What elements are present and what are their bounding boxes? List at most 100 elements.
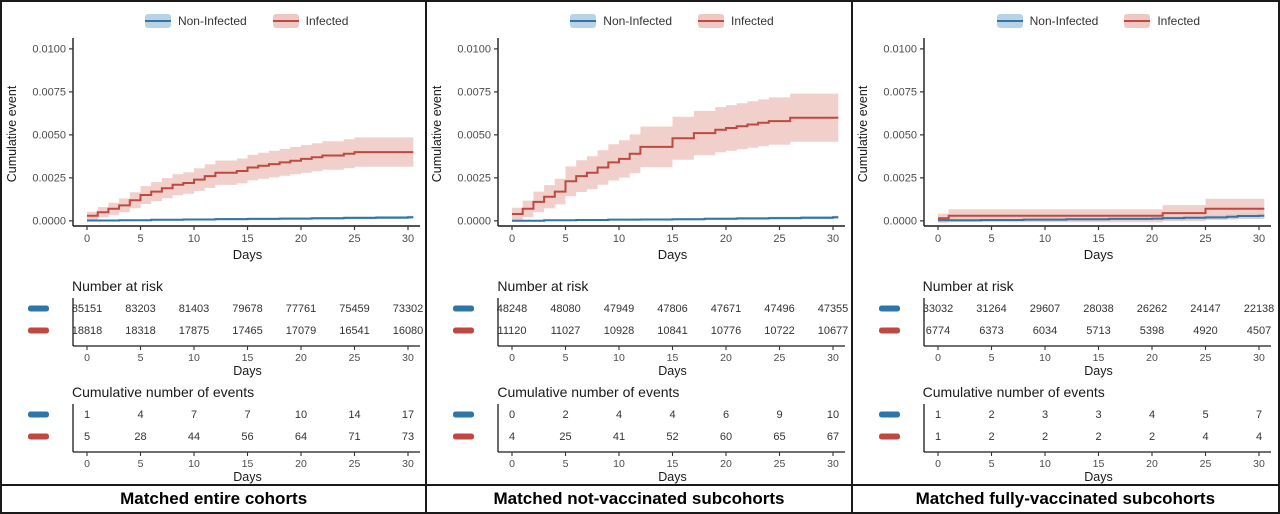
y-tick-label: 0.0100 bbox=[458, 43, 492, 55]
events-value: 0 bbox=[509, 409, 515, 421]
km-plot: 0.0000 0.0025 0.0050 0.0075 0.0100 0 5 10 15 20 25… bbox=[5, 38, 420, 262]
events-value: 17 bbox=[402, 409, 414, 421]
risk-value: 6373 bbox=[979, 325, 1003, 337]
y-axis-title: Cumulative event bbox=[430, 85, 444, 182]
y-tick-label: 0.0000 bbox=[32, 215, 66, 227]
table-x-tick-label: 30 bbox=[1253, 352, 1265, 364]
risk-table-header: Number at risk bbox=[497, 278, 589, 294]
risk-value: 6034 bbox=[1032, 325, 1056, 337]
events-value: 4 bbox=[137, 409, 143, 421]
events-value: 2 bbox=[1149, 431, 1155, 443]
events-value: 6 bbox=[723, 409, 729, 421]
table-x-axis-title: Days bbox=[1084, 364, 1112, 378]
table-x-tick-label: 20 bbox=[1146, 352, 1158, 364]
risk-value: 29607 bbox=[1029, 303, 1060, 315]
events-value: 7 bbox=[1256, 409, 1262, 421]
events-value: 41 bbox=[613, 431, 625, 443]
risk-value: 48248 bbox=[497, 303, 528, 315]
infected-row-swatch-icon bbox=[453, 433, 475, 440]
x-tick-label: 5 bbox=[563, 233, 569, 245]
panel-title: Matched fully-vaccinated subcohorts bbox=[852, 484, 1278, 512]
risk-value: 26262 bbox=[1136, 303, 1167, 315]
table-x-tick-label: 5 bbox=[988, 458, 994, 470]
y-axis-title: Cumulative event bbox=[856, 85, 870, 182]
events-value: 7 bbox=[244, 409, 250, 421]
infected-row-swatch-icon bbox=[878, 327, 900, 334]
non-infected-row-swatch-icon bbox=[453, 411, 475, 418]
x-tick-label: 0 bbox=[84, 233, 90, 245]
events-value: 67 bbox=[827, 431, 839, 443]
table-x-tick-label: 25 bbox=[1199, 352, 1211, 364]
x-tick-label: 20 bbox=[720, 233, 732, 245]
events-value: 25 bbox=[560, 431, 572, 443]
risk-table: 48248 48080 47949 47806 47671 47496 47355 11120… bbox=[453, 298, 849, 378]
non-infected-row-swatch-icon bbox=[28, 411, 49, 418]
non-infected-curve bbox=[512, 216, 839, 222]
legend-entry-infected: Infected bbox=[698, 14, 774, 28]
infected-curve bbox=[87, 151, 414, 217]
risk-value: 10677 bbox=[818, 325, 849, 337]
legend: Non-Infected Infected bbox=[427, 2, 850, 34]
y-tick-label: 0.0000 bbox=[883, 215, 917, 227]
events-value: 1 bbox=[935, 409, 941, 421]
table-x-tick-label: 0 bbox=[509, 458, 515, 470]
infected-curve bbox=[937, 207, 1264, 220]
x-tick-label: 10 bbox=[188, 233, 200, 245]
x-tick-label: 25 bbox=[348, 233, 360, 245]
risk-value: 6774 bbox=[925, 325, 949, 337]
table-x-tick-label: 25 bbox=[774, 458, 786, 470]
table-x-tick-label: 20 bbox=[295, 352, 307, 364]
non-infected-row-swatch-icon bbox=[453, 305, 475, 312]
events-value: 28 bbox=[134, 431, 146, 443]
table-x-tick-label: 0 bbox=[509, 352, 515, 364]
x-axis-title: Days bbox=[658, 247, 688, 262]
legend-entry-non-infected: Non-Infected bbox=[570, 14, 672, 28]
risk-value: 47496 bbox=[765, 303, 796, 315]
infected-legend-swatch-icon bbox=[1124, 14, 1151, 28]
risk-value: 79678 bbox=[232, 303, 263, 315]
risk-value: 48080 bbox=[551, 303, 582, 315]
risk-value: 10928 bbox=[604, 325, 635, 337]
table-x-axis-title: Days bbox=[659, 470, 687, 484]
y-tick-label: 0.0025 bbox=[883, 172, 917, 184]
risk-table: 33032 31264 29607 28038 26262 24147 22138 6774 6… bbox=[878, 298, 1274, 378]
table-x-tick-label: 5 bbox=[563, 458, 569, 470]
events-value: 4 bbox=[670, 409, 676, 421]
events-value: 7 bbox=[191, 409, 197, 421]
legend-label: Infected bbox=[305, 14, 349, 28]
table-x-tick-label: 25 bbox=[1199, 458, 1211, 470]
km-plot: 0.0000 0.0025 0.0050 0.0075 0.0100 0 5 10 15 20 25… bbox=[430, 38, 846, 262]
risk-value: 10776 bbox=[711, 325, 742, 337]
events-table: 1 2 3 3 4 5 7 1 2 2 2 2 4 4 0 5 10 15 20 25 30 Days bbox=[878, 404, 1271, 484]
x-tick-label: 15 bbox=[667, 233, 679, 245]
table-x-tick-label: 20 bbox=[720, 352, 732, 364]
events-value: 5 bbox=[84, 431, 90, 443]
risk-value: 47949 bbox=[604, 303, 635, 315]
risk-value: 11027 bbox=[551, 325, 581, 337]
panel-title: Matched not-vaccinated subcohorts bbox=[427, 484, 851, 512]
risk-value: 17079 bbox=[286, 325, 317, 337]
events-value: 4 bbox=[509, 431, 515, 443]
events-value: 4 bbox=[1202, 431, 1208, 443]
events-value: 3 bbox=[1095, 409, 1101, 421]
table-x-tick-label: 0 bbox=[84, 352, 90, 364]
y-tick-label: 0.0050 bbox=[458, 129, 492, 141]
risk-table: 85151 83203 81403 79678 77761 75459 73302 18818… bbox=[28, 298, 423, 378]
risk-value: 18318 bbox=[125, 325, 156, 337]
table-x-tick-label: 5 bbox=[138, 352, 144, 364]
events-value: 9 bbox=[777, 409, 783, 421]
events-value: 2 bbox=[563, 409, 569, 421]
y-tick-label: 0.0050 bbox=[883, 129, 917, 141]
x-tick-label: 15 bbox=[241, 233, 253, 245]
km-plot: 0.0000 0.0025 0.0050 0.0075 0.0100 0 5 10 15 20 25… bbox=[856, 38, 1271, 262]
table-x-tick-label: 30 bbox=[827, 458, 839, 470]
infected-ci-band bbox=[512, 93, 839, 221]
infected-curve bbox=[512, 116, 839, 215]
legend-label: Non-Infected bbox=[177, 14, 247, 28]
legend-entry-infected: Infected bbox=[272, 14, 349, 28]
events-value: 5 bbox=[1202, 409, 1208, 421]
table-x-tick-label: 10 bbox=[188, 458, 200, 470]
events-value: 2 bbox=[1095, 431, 1101, 443]
